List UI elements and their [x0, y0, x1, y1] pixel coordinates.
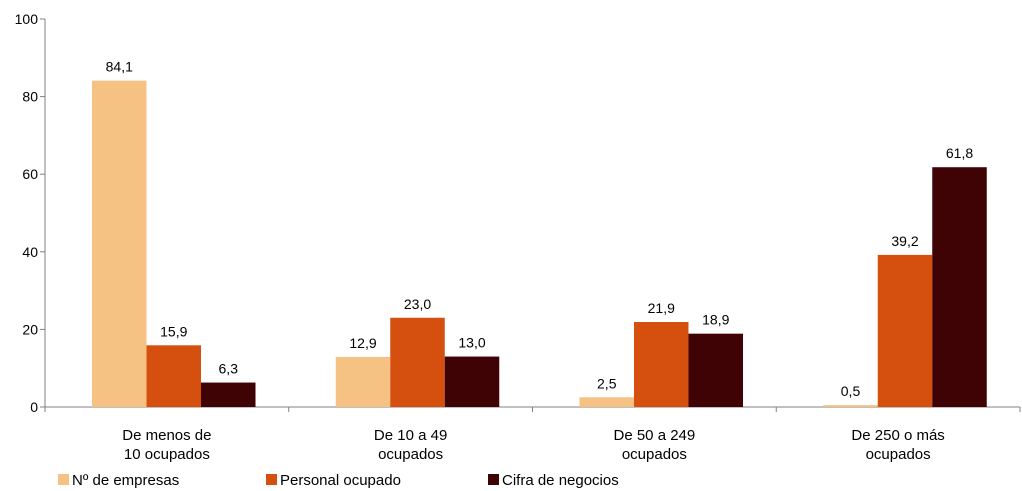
bar [823, 405, 878, 407]
data-label: 12,9 [349, 335, 376, 351]
data-label: 13,0 [458, 335, 485, 351]
y-tick-label: 100 [15, 11, 39, 27]
bar [689, 334, 744, 407]
data-label: 15,9 [160, 323, 187, 339]
data-label: 0,5 [841, 383, 861, 399]
bar [147, 345, 202, 407]
legend-swatch [488, 474, 499, 485]
data-label: 84,1 [106, 59, 133, 75]
y-tick-label: 40 [22, 244, 38, 260]
data-label: 61,8 [946, 145, 973, 161]
bars [92, 81, 987, 407]
legend-swatch [58, 474, 69, 485]
data-label: 18,9 [702, 312, 729, 328]
legend: Nº de empresas Personal ocupado Cifra de n… [58, 472, 619, 489]
bar [932, 167, 987, 407]
x-tick-label: 10 ocupados [124, 446, 210, 463]
x-tick-label: De 250 o más [851, 427, 944, 444]
x-tick-label: ocupados [866, 446, 931, 463]
x-tick-label: ocupados [378, 446, 443, 463]
legend-label: Personal ocupado [280, 472, 401, 489]
bar [580, 397, 635, 407]
legend-label: Cifra de negocios [502, 472, 619, 489]
bar [878, 255, 933, 407]
y-tick-label: 80 [22, 89, 38, 105]
legend-label: Nº de empresas [72, 472, 179, 489]
data-label: 2,5 [597, 375, 617, 391]
category-labels: De menos de 10 ocupados De 10 a 49 ocupados… [122, 427, 945, 463]
x-axis [45, 407, 1020, 412]
bar [201, 383, 256, 407]
bar [390, 318, 445, 407]
data-label: 6,3 [219, 361, 239, 377]
y-tick-label: 0 [30, 399, 38, 415]
y-tick-label: 20 [22, 321, 38, 337]
x-tick-label: ocupados [622, 446, 687, 463]
x-tick-label: De 50 a 249 [614, 427, 696, 444]
bar [445, 357, 500, 407]
data-label: 23,0 [404, 296, 431, 312]
x-tick-label: De 10 a 49 [374, 427, 447, 444]
data-labels: 84,1 15,9 6,3 12,9 23,0 13,0 2,5 21,9 18,9 0,5 39,… [106, 59, 974, 399]
data-label: 39,2 [891, 233, 918, 249]
x-tick-label: De menos de [122, 427, 211, 444]
bar [634, 322, 689, 407]
data-label: 21,9 [648, 300, 675, 316]
bar [336, 357, 391, 407]
bar [92, 81, 147, 407]
y-tick-label: 60 [22, 166, 38, 182]
y-axis: 0 20 40 60 80 100 [15, 11, 45, 415]
legend-swatch [266, 474, 277, 485]
